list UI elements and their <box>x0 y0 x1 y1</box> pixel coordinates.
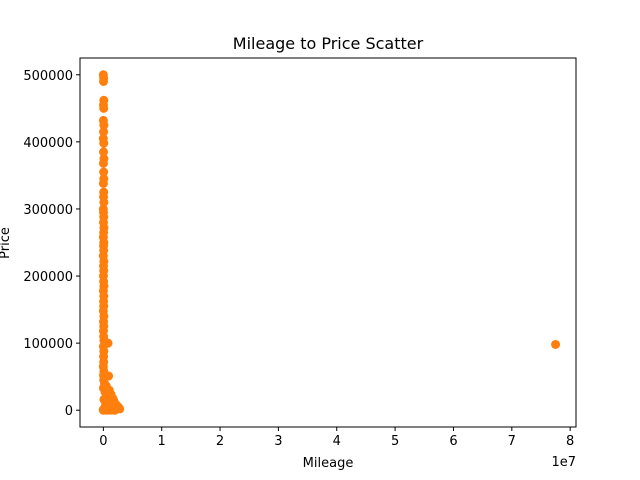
scatter-point <box>98 178 108 188</box>
chart-title: Mileage to Price Scatter <box>233 34 424 53</box>
x-tick-label: 5 <box>391 434 399 449</box>
y-tick-label: 300000 <box>23 203 73 218</box>
x-tick-label: 6 <box>449 434 457 449</box>
x-tick-label: 1 <box>158 434 166 449</box>
x-tick-label: 7 <box>508 434 516 449</box>
x-tick-label: 8 <box>566 434 574 449</box>
x-tick-label: 0 <box>99 434 107 449</box>
x-tick-label: 3 <box>274 434 282 449</box>
y-tick-label: 500000 <box>23 69 73 84</box>
scatter-point <box>99 138 109 148</box>
scatter-point <box>99 76 109 86</box>
plot-frame <box>79 57 577 428</box>
y-tick-label: 100000 <box>23 337 73 352</box>
scatter-points <box>98 70 561 415</box>
x-tick-label: 2 <box>216 434 224 449</box>
x-axis-title: Mileage <box>303 456 354 471</box>
y-tick-label: 200000 <box>23 270 73 285</box>
y-axis: 0 100000 200000 300000 400000 500000 <box>23 69 80 419</box>
y-tick-label: 400000 <box>23 136 73 151</box>
scatter-point <box>99 147 109 157</box>
scatter-point <box>99 127 109 137</box>
x-axis-offset-label: 1e7 <box>551 455 576 470</box>
x-tick-label: 4 <box>333 434 341 449</box>
scatter-point <box>99 120 109 130</box>
scatter-point <box>98 158 108 168</box>
scatter-point <box>102 405 112 415</box>
scatter-point <box>99 167 109 177</box>
x-axis: 0 1 2 3 4 5 6 7 8 <box>99 427 574 449</box>
scatter-point <box>99 103 109 113</box>
y-axis-title: Price <box>0 227 13 259</box>
y-tick-label: 0 <box>65 404 73 419</box>
scatter-point <box>110 405 120 415</box>
scatter-point <box>551 339 561 349</box>
scatter-point <box>99 197 109 207</box>
